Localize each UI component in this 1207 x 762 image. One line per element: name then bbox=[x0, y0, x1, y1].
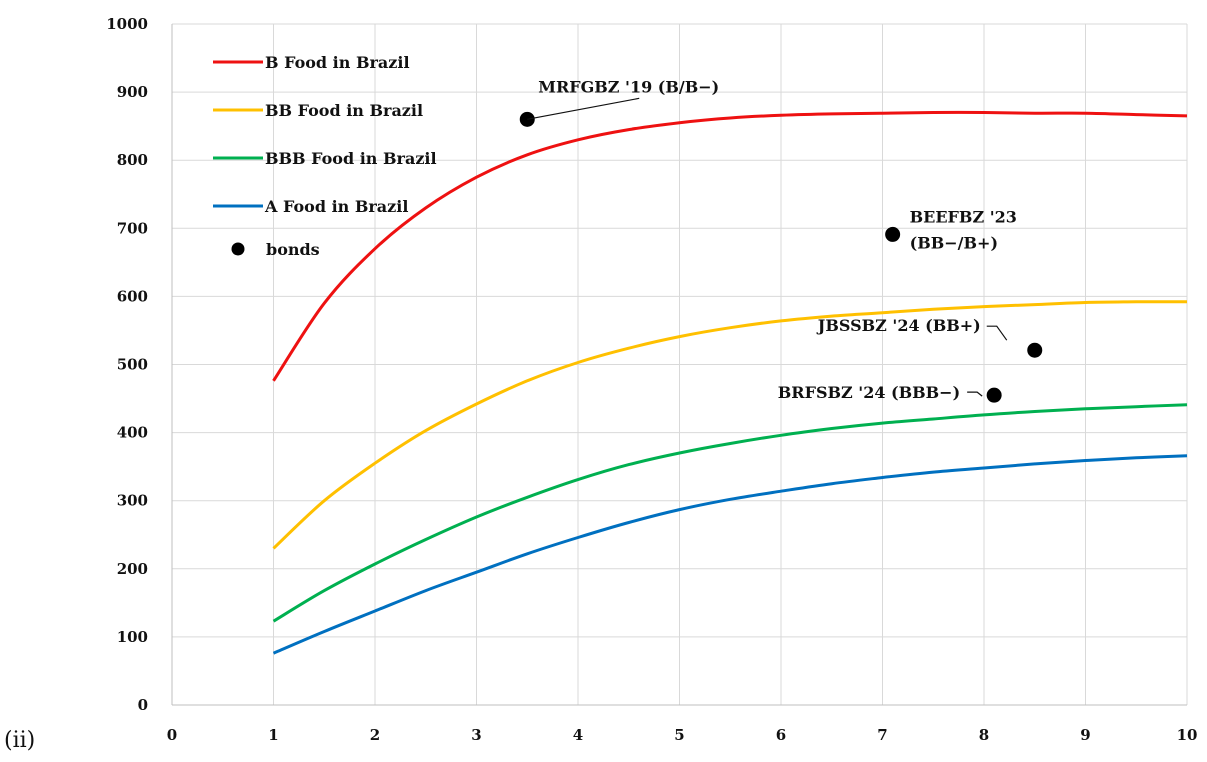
y-tick-label: 0 bbox=[138, 696, 148, 714]
bond-point-3 bbox=[986, 387, 1002, 403]
y-tick-label: 200 bbox=[117, 560, 148, 578]
legend-label-0: B Food in Brazil bbox=[265, 53, 410, 72]
annotation-leader bbox=[527, 97, 640, 120]
x-tick-label: 2 bbox=[370, 726, 380, 744]
legend-label-2: BBB Food in Brazil bbox=[265, 149, 437, 168]
annotation-leader bbox=[967, 391, 983, 397]
series-line-3 bbox=[272, 454, 1188, 655]
bond-point-1 bbox=[885, 226, 901, 242]
legend-label-1: BB Food in Brazil bbox=[265, 101, 423, 120]
annotation-label: BEEFBZ '23 bbox=[910, 207, 1017, 226]
grid bbox=[172, 23, 1188, 705]
y-tick-label: 100 bbox=[117, 628, 148, 646]
legend: B Food in Brazil BB Food in Brazil BBB Foo… bbox=[213, 53, 437, 259]
y-tick-label: 900 bbox=[117, 83, 148, 101]
y-tick-label: 400 bbox=[117, 424, 148, 442]
legend-label-3: A Food in Brazil bbox=[264, 197, 408, 216]
y-tick-label: 700 bbox=[117, 219, 148, 237]
y-tick-label: 300 bbox=[117, 492, 148, 510]
legend-bond-marker bbox=[231, 242, 245, 256]
x-tick-label: 4 bbox=[573, 726, 583, 744]
figure-label: (ii) bbox=[4, 728, 36, 753]
annotation-label: BRFSBZ '24 (BBB−) bbox=[778, 383, 960, 402]
x-tick-label: 6 bbox=[776, 726, 786, 744]
x-tick-label: 8 bbox=[979, 726, 989, 744]
bond-point-2 bbox=[1027, 342, 1043, 358]
y-tick-label: 600 bbox=[117, 287, 148, 305]
x-tick-label: 7 bbox=[877, 726, 887, 744]
x-tick-label: 0 bbox=[167, 726, 177, 744]
series-line-0 bbox=[272, 110, 1188, 382]
x-tick-label: 3 bbox=[471, 726, 481, 744]
annotation-label: JBSSBZ '24 (BB+) bbox=[816, 316, 981, 335]
annotations: MRFGBZ '19 (B/B−) BEEFBZ '23 (BB−/B+) JBSSB… bbox=[527, 77, 1017, 402]
annotation-leader bbox=[986, 325, 1008, 341]
axes: 0 100 200 300 400 500 600 700 800 900 1000 0 1 2 3 4 5 6 7… bbox=[106, 15, 1197, 744]
x-tick-label: 1 bbox=[268, 726, 278, 744]
legend-label-bonds: bonds bbox=[266, 240, 320, 259]
y-tick-label: 500 bbox=[117, 356, 148, 374]
series-line-2 bbox=[272, 403, 1188, 623]
annotation-label: MRFGBZ '19 (B/B−) bbox=[538, 77, 719, 96]
annotation-label: (BB−/B+) bbox=[910, 233, 998, 252]
x-tick-label: 5 bbox=[674, 726, 684, 744]
y-tick-label: 800 bbox=[117, 151, 148, 169]
y-tick-label: 1000 bbox=[106, 15, 148, 33]
x-tick-label: 10 bbox=[1177, 726, 1198, 744]
series-line-1 bbox=[272, 300, 1188, 550]
x-tick-label: 9 bbox=[1080, 726, 1090, 744]
series-lines bbox=[272, 110, 1188, 655]
